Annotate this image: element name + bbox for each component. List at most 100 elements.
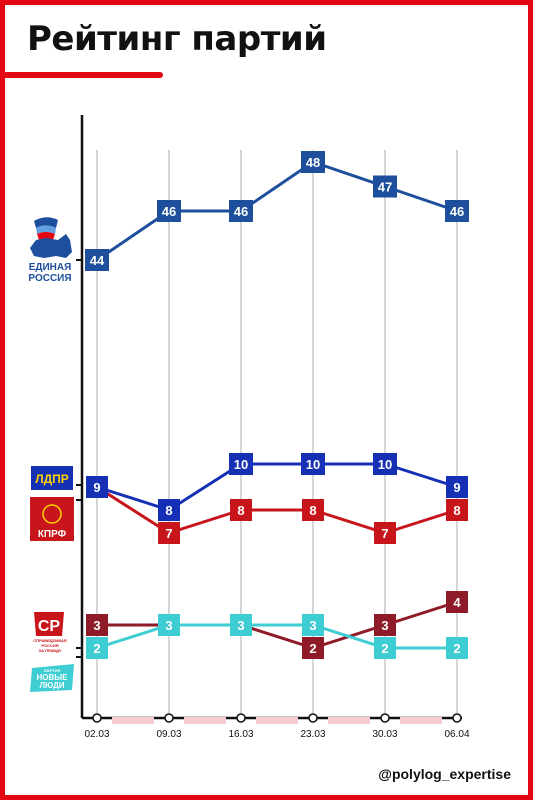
- data-label-box: [446, 637, 468, 659]
- series-line-er: [96, 160, 458, 262]
- data-label-text: 2: [93, 641, 100, 656]
- data-label-text: 2: [381, 641, 388, 656]
- data-label-sr: 2: [302, 637, 324, 659]
- sr-logo-text: СР: [38, 618, 61, 635]
- data-label-box: [86, 614, 108, 636]
- x-axis-marker: [308, 713, 318, 723]
- axis-band: [328, 717, 370, 724]
- axis-band: [112, 717, 154, 724]
- data-label-text: 9: [453, 480, 460, 495]
- data-label-sr: 3: [86, 614, 108, 636]
- data-labels: 44464648474698101010978878333234233322: [85, 151, 469, 659]
- series-line-nl: [96, 623, 457, 650]
- data-label-text: 4: [453, 595, 461, 610]
- data-label-sr: 4: [446, 591, 468, 613]
- data-label-text: 48: [306, 155, 320, 170]
- series-lines: [96, 160, 458, 650]
- x-tick-label: 30.03: [372, 729, 397, 740]
- party-logos: ЕДИНАЯ РОССИЯ ЛДПР КПРФ СР СПРАВЕДЛИВАЯ …: [28, 217, 74, 692]
- data-label-text: 10: [234, 457, 248, 472]
- data-label-er: 46: [157, 200, 181, 222]
- data-label-box: [302, 499, 324, 521]
- series-line-kprf: [96, 485, 458, 535]
- sr-caption-line3: ЗА ПРАВДУ: [39, 648, 62, 653]
- axis-band: [400, 717, 442, 724]
- axes: [76, 115, 462, 720]
- data-label-box: [85, 249, 109, 271]
- data-label-er: 44: [85, 249, 109, 271]
- data-label-box: [158, 522, 180, 544]
- kprf-logo: КПРФ: [30, 497, 74, 541]
- data-label-box: [373, 453, 397, 475]
- data-label-ldpr: 10: [373, 453, 397, 475]
- data-label-text: 3: [309, 618, 316, 633]
- data-label-text: 46: [450, 204, 464, 219]
- data-label-er: 47: [373, 175, 397, 198]
- data-label-er: 46: [445, 200, 469, 222]
- series-line-ldpr: [96, 462, 458, 512]
- axis-band: [184, 717, 226, 724]
- er-logo-text-line2: РОССИЯ: [28, 273, 71, 284]
- axis-band: [256, 717, 298, 724]
- fair-russia-logo: СР СПРАВЕДЛИВАЯ РОССИЯ ЗА ПРАВДУ: [33, 612, 67, 653]
- data-label-box: [86, 637, 108, 659]
- data-label-box: [373, 175, 397, 198]
- kprf-logo-text: КПРФ: [38, 529, 67, 540]
- data-label-ldpr: 9: [446, 476, 468, 498]
- data-label-box: [374, 614, 396, 636]
- er-flag-stripe-red: [37, 232, 55, 240]
- data-label-box: [229, 453, 253, 475]
- er-logo-text-line1: ЕДИНАЯ: [29, 262, 72, 273]
- data-label-text: 8: [453, 503, 460, 518]
- data-label-kprf: 8: [302, 499, 324, 521]
- united-russia-logo: ЕДИНАЯ РОССИЯ: [28, 217, 72, 284]
- er-flag-stripe-light: [36, 225, 56, 234]
- data-label-box: [230, 499, 252, 521]
- data-label-kprf: 7: [374, 522, 396, 544]
- x-axis-marker: [236, 713, 246, 723]
- data-label-text: 7: [165, 526, 172, 541]
- data-label-box: [446, 476, 468, 498]
- bear-icon: [30, 234, 72, 258]
- data-label-nl: 3: [302, 614, 324, 636]
- data-label-ldpr: 10: [301, 453, 325, 475]
- series-line-sr: [97, 600, 458, 650]
- data-label-ldpr: 8: [158, 499, 180, 521]
- data-label-sr: 3: [374, 614, 396, 636]
- data-label-box: [446, 499, 468, 521]
- data-label-text: 46: [234, 204, 248, 219]
- data-label-box: [301, 453, 325, 475]
- data-label-box: [445, 200, 469, 222]
- gridlines: [96, 150, 458, 718]
- new-people-logo: ПАРТИЯ НОВЫЕ ЛЮДИ: [30, 664, 74, 692]
- data-label-kprf: 8: [446, 499, 468, 521]
- data-label-text: 10: [306, 457, 320, 472]
- data-label-box: [374, 637, 396, 659]
- data-label-nl: 2: [374, 637, 396, 659]
- data-label-nl: 3: [230, 614, 252, 636]
- x-tick-label: 02.03: [84, 729, 109, 740]
- data-label-text: 7: [381, 526, 388, 541]
- data-label-text: 46: [162, 204, 176, 219]
- x-tick-label: 06.04: [444, 729, 469, 740]
- data-label-er: 46: [229, 200, 253, 222]
- data-label-nl: 2: [446, 637, 468, 659]
- nl-logo-text-top: ПАРТИЯ: [44, 668, 61, 673]
- data-label-box: [230, 614, 252, 636]
- nl-logo-text-line2: ЛЮДИ: [39, 681, 64, 690]
- sr-caption-line2: РОССИЯ: [41, 643, 58, 648]
- sr-flag-shape: [34, 612, 64, 636]
- data-label-nl: 2: [86, 637, 108, 659]
- er-flag-stripe-blue: [34, 217, 58, 228]
- data-label-box: [158, 614, 180, 636]
- data-label-text: 9: [93, 480, 100, 495]
- sr-caption-line1: СПРАВЕДЛИВАЯ: [33, 638, 67, 643]
- data-label-box: [374, 522, 396, 544]
- data-label-text: 3: [165, 618, 172, 633]
- x-axis-marker: [92, 713, 102, 723]
- data-label-text: 3: [93, 618, 100, 633]
- data-label-er: 48: [301, 151, 325, 173]
- x-axis-marker: [380, 713, 390, 723]
